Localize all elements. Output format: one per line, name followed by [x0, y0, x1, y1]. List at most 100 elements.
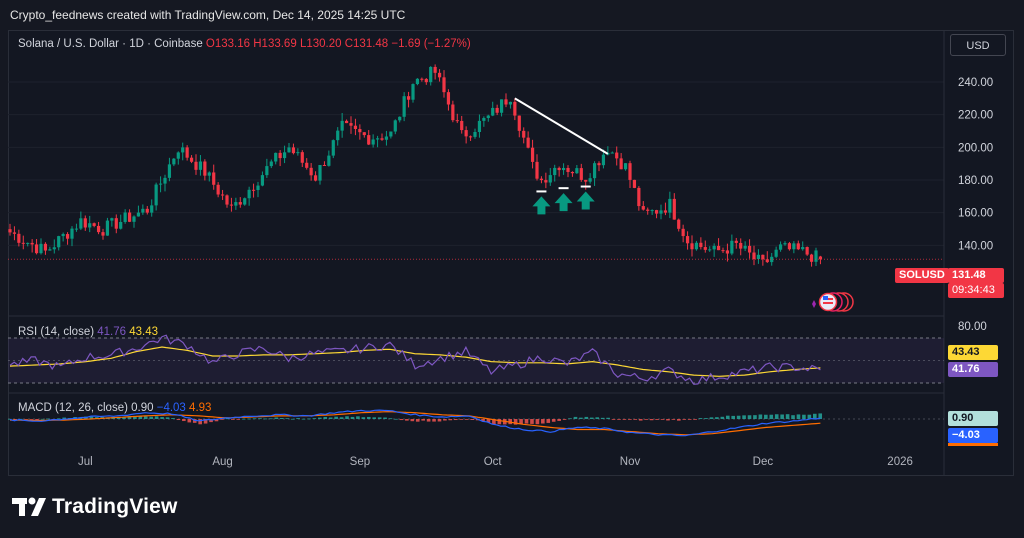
candle-body [92, 223, 96, 226]
candle-body [623, 163, 628, 170]
candle-body [65, 234, 70, 239]
time-axis-label: 2026 [887, 456, 913, 468]
macd-histogram-bar [562, 419, 567, 420]
macd-histogram-bar [753, 415, 757, 419]
macd-legend-signal: −4.03 [156, 402, 186, 414]
candle-body [801, 247, 805, 250]
price-tick-label: 200.00 [958, 142, 993, 154]
macd-histogram-bar [209, 419, 213, 423]
up-arrow-icon [532, 196, 551, 215]
macd-histogram-bar [677, 419, 681, 421]
up-arrow-icon [576, 191, 595, 210]
candle-body [243, 198, 247, 205]
macd-histogram-bar [742, 415, 746, 419]
candle-body [274, 152, 278, 162]
candle-body [535, 161, 539, 179]
macd-histogram-bar [247, 418, 251, 420]
macd-legend-label: MACD (12, 26, close) [18, 402, 128, 414]
price-pane-gridlines [8, 81, 944, 246]
macd-histogram-bar [296, 418, 300, 419]
rsi-ma-tag: 43.43 [948, 345, 998, 360]
macd-histogram-bar [693, 419, 697, 420]
candle-body [291, 147, 296, 154]
candle-body [207, 172, 211, 176]
candle-body [194, 161, 198, 170]
macd-histogram-bar [62, 417, 66, 419]
macd-pane [8, 409, 944, 437]
candle-body [229, 204, 234, 206]
candle-body [172, 158, 176, 165]
macd-histogram-bar [56, 418, 61, 420]
macd-histogram-bar [89, 416, 94, 419]
candle-body [504, 99, 508, 105]
candle-body [349, 123, 353, 126]
candle-body [406, 96, 411, 100]
macd-histogram-bar [470, 419, 474, 421]
candle-body [136, 212, 141, 217]
macd-histogram-bar [535, 419, 540, 425]
candle-body [181, 147, 185, 153]
chart-panel[interactable] [8, 30, 1014, 476]
candle-body [739, 242, 743, 249]
candle-body [513, 101, 517, 116]
candle-body [17, 233, 21, 243]
macd-histogram-bar [394, 418, 398, 420]
macd-legend-macd: 0.90 [131, 402, 154, 414]
candle-body [327, 155, 331, 166]
macd-histogram-bar [334, 416, 338, 419]
candle-body [783, 243, 787, 245]
macd-histogram-bar [524, 419, 529, 424]
candle-body [309, 167, 313, 176]
macd-histogram-bar [464, 419, 469, 420]
candle-body [296, 152, 300, 154]
macd-histogram-bar [785, 414, 790, 419]
macd-histogram-bar [46, 418, 50, 420]
macd-histogram-bar [377, 417, 382, 419]
candle-body [402, 96, 406, 117]
rsi-value-tag: 41.76 [948, 362, 998, 377]
macd-histogram-bar [154, 416, 159, 419]
macd-histogram-bar [655, 419, 659, 420]
price-tick-label: 160.00 [958, 208, 993, 220]
candle-body [305, 162, 309, 168]
macd-histogram-bar [812, 413, 817, 419]
macd-histogram-bar [127, 416, 132, 419]
candle-body [486, 115, 490, 119]
candle-body [499, 99, 504, 113]
macd-histogram-bar [220, 419, 224, 420]
candle-body [371, 139, 375, 145]
macd-histogram-bar [388, 418, 393, 420]
candle-body [455, 120, 459, 122]
symbol-tag: SOLUSD [895, 268, 949, 283]
candle-body [150, 205, 154, 213]
candle-body [340, 120, 344, 131]
candle-body [411, 84, 415, 100]
macd-histogram-bar [818, 413, 823, 419]
macd-histogram-bar [24, 419, 28, 420]
macd-histogram-bar [269, 418, 273, 420]
macd-histogram-bar [747, 415, 752, 419]
candle-body [234, 202, 238, 206]
macd-histogram-bar [437, 419, 442, 422]
candle-body [30, 242, 34, 245]
macd-histogram-bar [366, 416, 371, 419]
signal-value-tag: −4.03 [948, 428, 998, 443]
candle-body [21, 242, 25, 244]
event-flags-icon [812, 292, 854, 312]
macd-histogram-bar [236, 419, 241, 420]
candle-body [367, 135, 371, 145]
currency-button[interactable]: USD [950, 34, 1006, 56]
macd-histogram-bar [595, 417, 600, 419]
candle-body [79, 218, 83, 229]
macd-histogram-bar [774, 414, 779, 419]
macd-histogram-bar [600, 417, 605, 419]
candle-body [420, 78, 424, 80]
candle-body [685, 236, 690, 244]
candle-body [712, 245, 716, 250]
macd-histogram-bar [492, 419, 496, 425]
candle-body [619, 158, 623, 170]
candle-body [491, 107, 495, 116]
candle-body [774, 249, 778, 257]
macd-legend: MACD (12, 26, close) 0.90 −4.03 4.93 [18, 402, 211, 414]
